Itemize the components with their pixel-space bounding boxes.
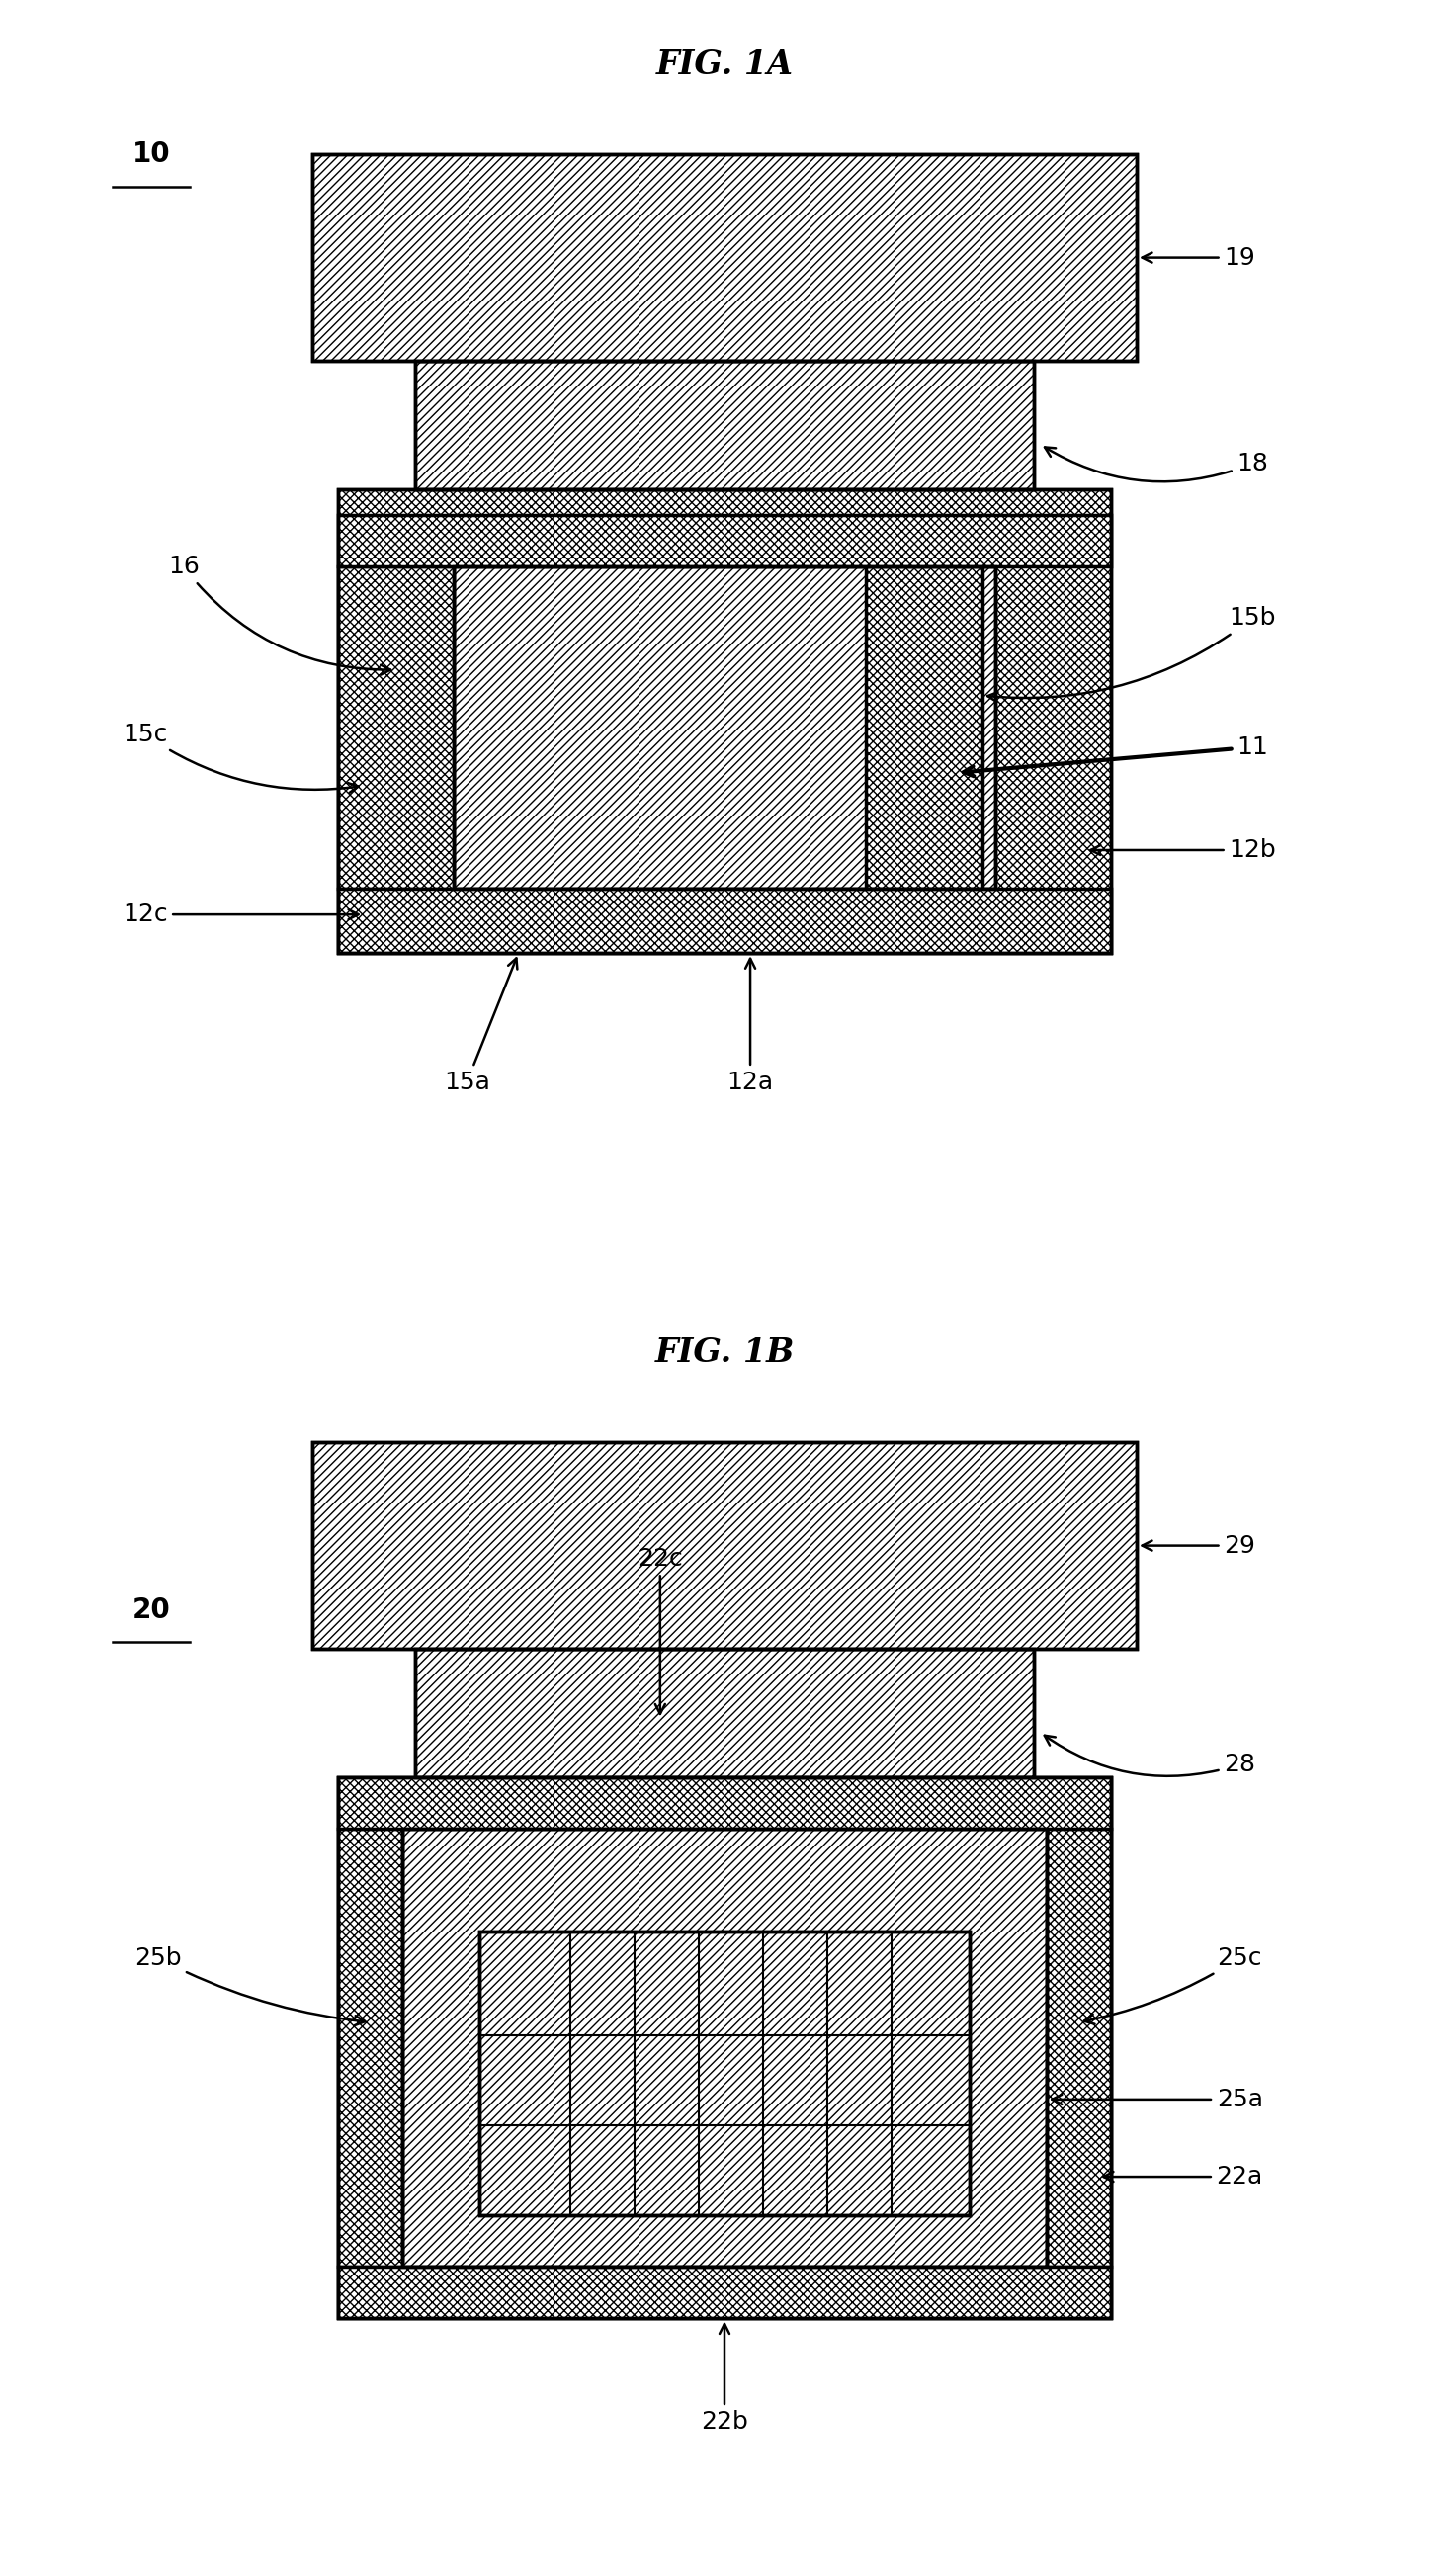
Bar	[403, 1829, 1046, 2267]
Text: 29: 29	[1142, 1533, 1255, 1558]
Text: 18: 18	[1045, 448, 1268, 482]
Text: 12b: 12b	[1091, 837, 1277, 863]
Text: 28: 28	[1045, 1736, 1255, 1777]
Bar	[338, 489, 1111, 953]
Text: 25a: 25a	[1052, 2087, 1264, 2112]
Bar	[480, 1932, 969, 2215]
Bar	[338, 515, 1111, 567]
Bar	[338, 567, 454, 889]
Text: 20: 20	[132, 1597, 171, 1623]
Bar	[403, 1829, 1046, 2267]
Bar	[313, 1443, 1136, 1649]
Text: 15c: 15c	[123, 721, 358, 793]
Bar	[480, 1932, 969, 2215]
Bar	[313, 155, 1136, 361]
Bar	[338, 2267, 1111, 2318]
Bar	[454, 567, 995, 889]
Bar	[416, 361, 1033, 489]
Bar	[338, 889, 1111, 953]
Bar	[338, 1829, 403, 2267]
Text: FIG. 1B: FIG. 1B	[655, 1337, 794, 1368]
Text: 22b: 22b	[701, 2324, 748, 2434]
Text: 11: 11	[964, 734, 1268, 775]
Text: FIG. 1A: FIG. 1A	[656, 49, 793, 80]
Bar	[416, 361, 1033, 489]
Bar	[1046, 1829, 1111, 2267]
Text: 19: 19	[1142, 245, 1255, 270]
Bar	[313, 155, 1136, 361]
Bar	[338, 489, 1111, 953]
Text: 22c: 22c	[638, 1546, 682, 1713]
Text: 15a: 15a	[443, 958, 517, 1095]
Bar	[416, 1649, 1033, 1777]
Bar	[338, 1777, 1111, 2318]
Bar	[338, 1777, 1111, 1829]
Bar	[867, 567, 982, 889]
Bar	[338, 1777, 1111, 2318]
Text: 12a: 12a	[727, 958, 774, 1095]
Text: 22a: 22a	[1104, 2164, 1264, 2190]
Text: 15b: 15b	[988, 605, 1277, 701]
Bar	[454, 567, 995, 889]
Text: 10: 10	[132, 142, 171, 167]
Text: 25b: 25b	[135, 1945, 365, 2025]
Text: 16: 16	[168, 554, 391, 675]
Bar	[416, 1649, 1033, 1777]
Text: 12c: 12c	[122, 902, 358, 927]
Bar	[313, 1443, 1136, 1649]
Text: 25c: 25c	[1084, 1945, 1262, 2025]
